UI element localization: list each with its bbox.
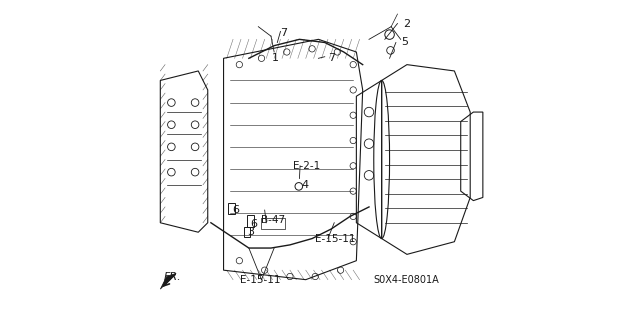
Bar	[246, 215, 254, 227]
Text: S0X4-E0801A: S0X4-E0801A	[374, 275, 439, 285]
Polygon shape	[160, 273, 176, 289]
Text: 6: 6	[232, 205, 239, 215]
Text: E-15-11: E-15-11	[315, 234, 355, 243]
Text: 1: 1	[271, 53, 278, 63]
Text: E-15-11: E-15-11	[240, 275, 280, 285]
Text: 4: 4	[301, 180, 308, 190]
Bar	[228, 203, 236, 214]
Bar	[244, 227, 250, 237]
Text: 7: 7	[328, 53, 335, 63]
Text: E-2-1: E-2-1	[293, 161, 321, 171]
Text: FR.: FR.	[163, 271, 181, 281]
Text: 7: 7	[280, 28, 287, 38]
Text: 2: 2	[403, 19, 410, 28]
Text: B-47: B-47	[262, 215, 285, 225]
Text: 3: 3	[247, 227, 254, 237]
Text: 6: 6	[250, 219, 257, 229]
Text: 5: 5	[401, 38, 408, 48]
